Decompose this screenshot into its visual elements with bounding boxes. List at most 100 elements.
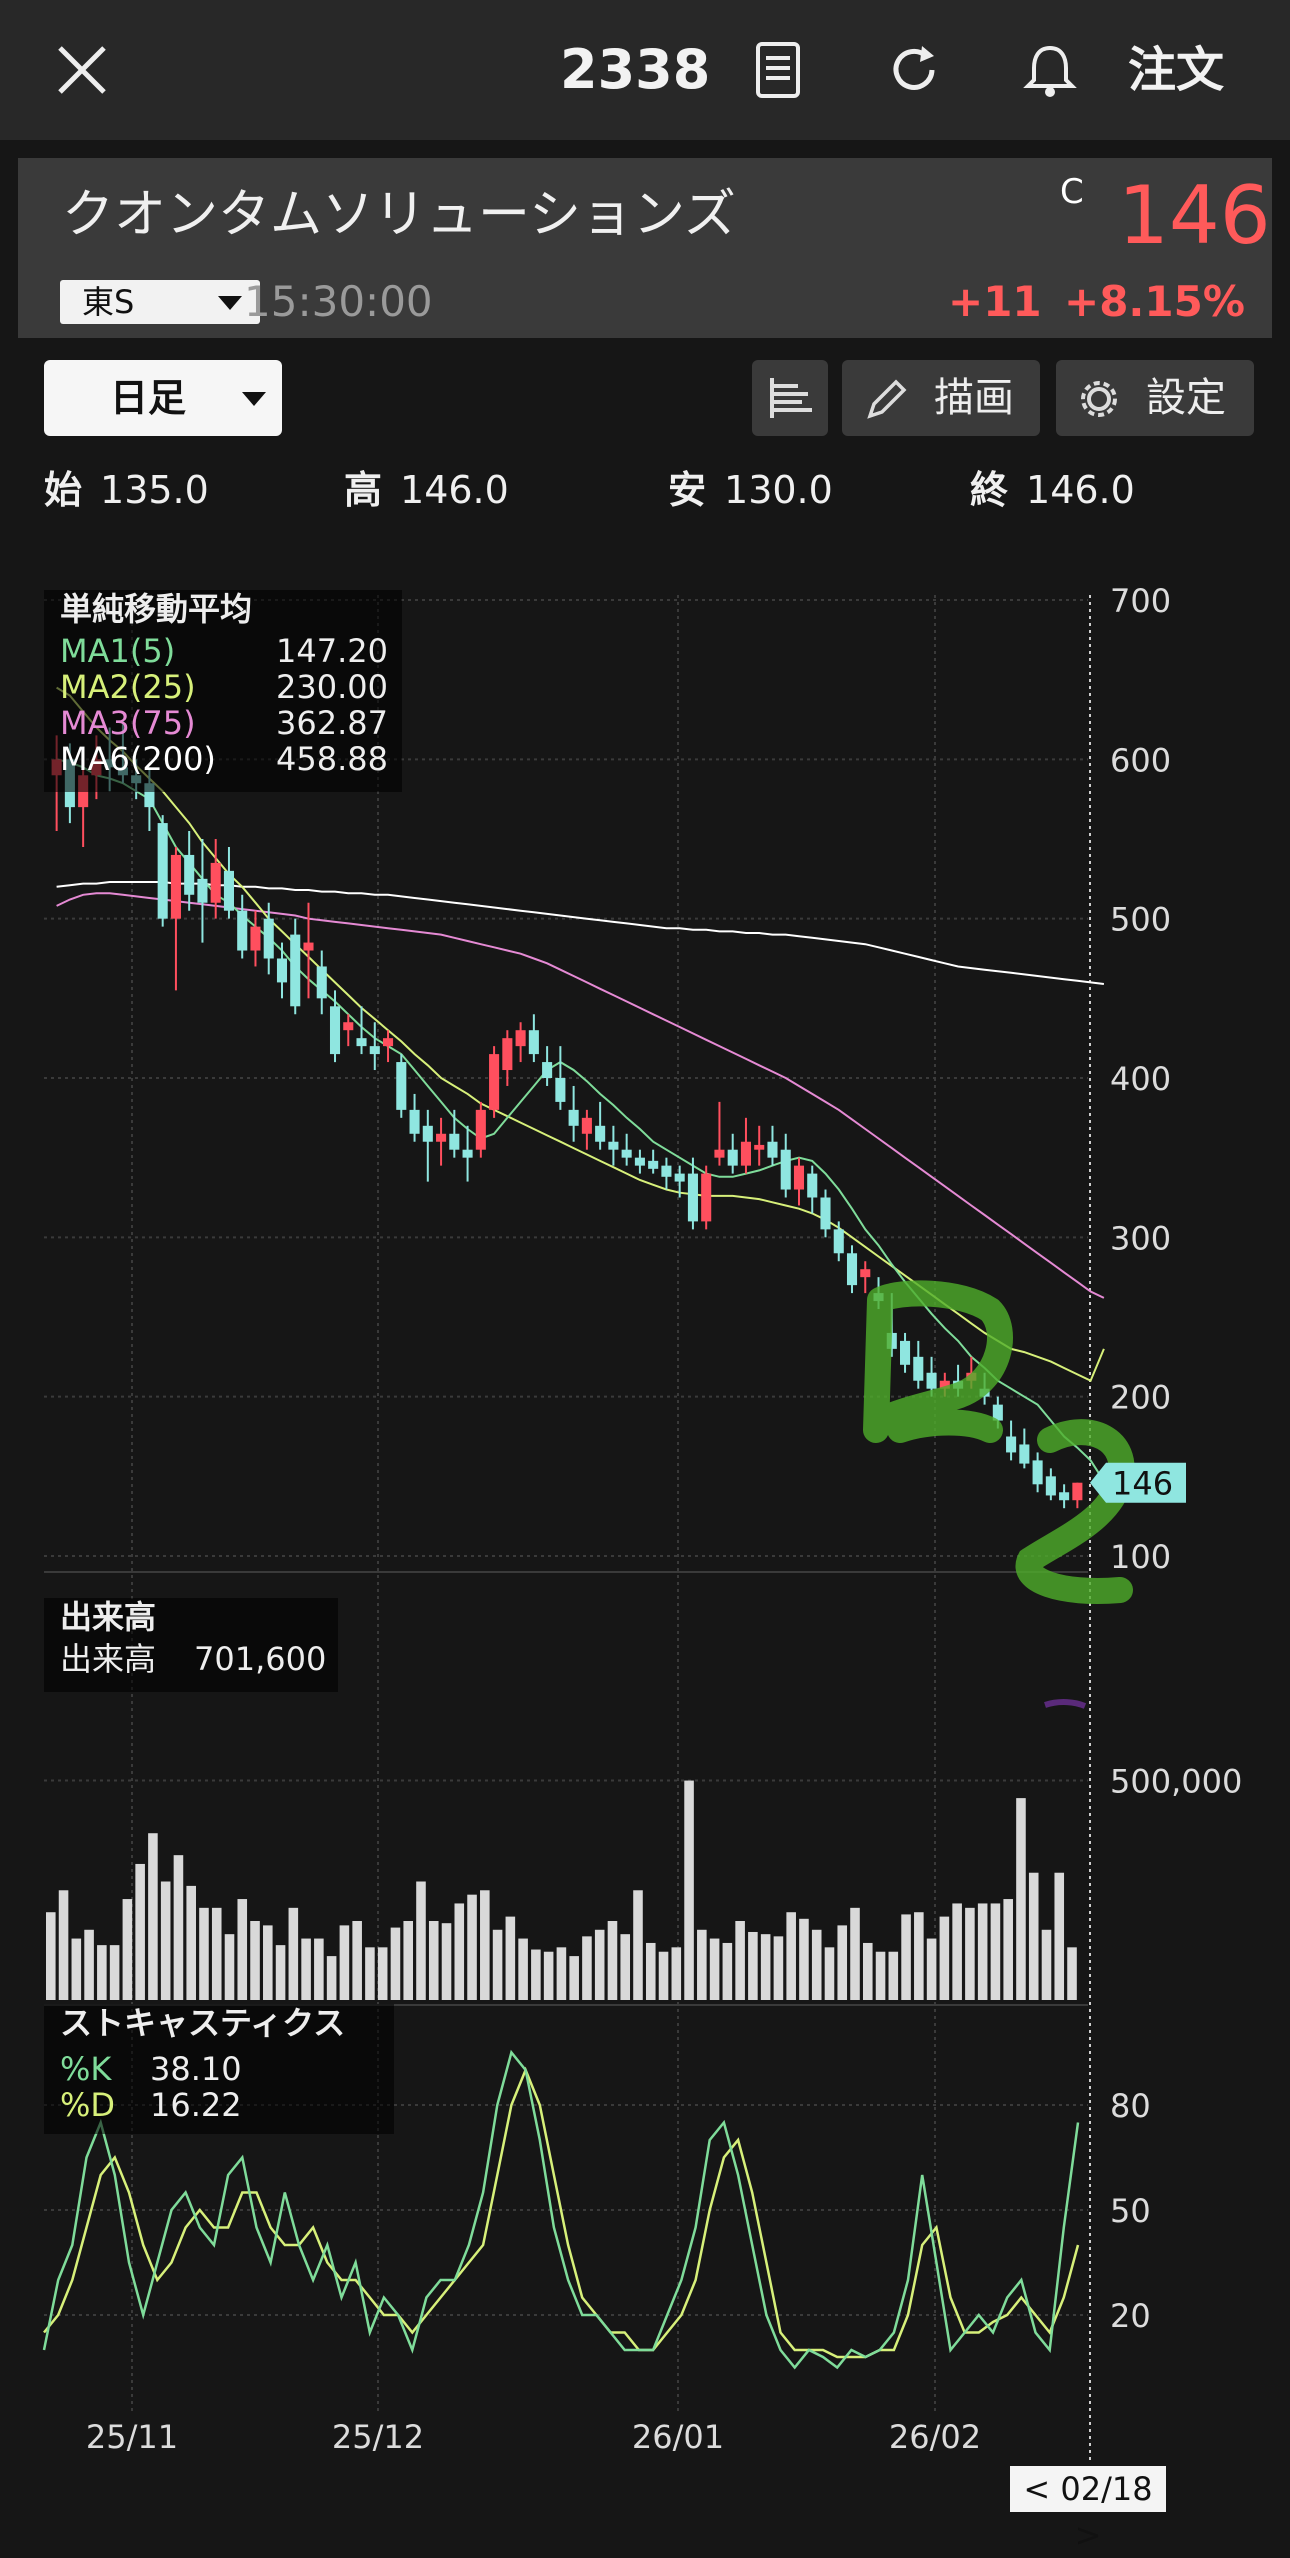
volume-bar	[773, 1936, 784, 2000]
volume-bar	[224, 1934, 235, 2000]
annotation-scribble	[863, 1280, 1013, 1443]
candle-body	[250, 926, 261, 951]
candle-body	[913, 1356, 924, 1381]
volume-bar	[186, 1885, 196, 2000]
volume-bar	[684, 1780, 694, 2000]
stochastic-axis-label: 50	[1110, 2192, 1151, 2230]
candle-body	[860, 1269, 871, 1278]
volume-bar	[1003, 1899, 1013, 2000]
candle-body	[581, 1117, 592, 1134]
volume-bar	[135, 1863, 145, 2000]
volume-bar	[914, 1912, 924, 2000]
volume-bar	[250, 1921, 260, 2000]
candle-body	[555, 1078, 566, 1102]
current-price: 146	[1118, 169, 1271, 262]
candle-body	[343, 1022, 354, 1031]
price-change-pct: +8.15%	[1064, 277, 1245, 326]
market-select[interactable]: 東S	[60, 280, 260, 324]
volume-bar	[620, 1934, 631, 2000]
volume-bar	[518, 1938, 528, 2000]
ohlc-row: 始 135.0 高 146.0 安 130.0 終 146.0	[0, 455, 1290, 525]
volume-bar	[173, 1855, 184, 2000]
volume-bar	[352, 1921, 362, 2000]
stochastic-legend-title: ストキャスティクス	[60, 2004, 346, 2042]
volume-bar	[888, 1951, 899, 2000]
stoch-k-value: 38.10	[150, 2050, 242, 2088]
volume-bar	[862, 1942, 873, 2000]
chart-grid	[44, 595, 1091, 2460]
ohlc-low: 安 130.0	[668, 468, 833, 512]
annotation-scribble	[1015, 1419, 1135, 1604]
volume-bar	[977, 1903, 988, 2000]
volume-bar	[148, 1833, 158, 2000]
volume-bar	[837, 1925, 848, 2000]
pencil-icon	[867, 379, 907, 419]
candle-body	[701, 1173, 712, 1222]
volume-bar	[314, 1938, 324, 2000]
cursor-date-label[interactable]: < 02/18 >	[1010, 2466, 1166, 2554]
refresh-icon[interactable]	[882, 38, 946, 102]
volume-bar	[990, 1903, 1001, 2000]
candle-body	[369, 1046, 380, 1055]
candle-body	[316, 966, 327, 999]
volume-bar	[633, 1890, 643, 2000]
chevron-down-icon	[242, 392, 266, 406]
candle-body	[1006, 1436, 1017, 1453]
volume-value: 701,600	[194, 1640, 327, 1678]
draw-button[interactable]: 描画	[842, 360, 1040, 436]
candle-body	[157, 823, 168, 919]
price-change: +11	[948, 277, 1042, 326]
volume-bar	[875, 1951, 886, 2000]
volume-bar	[275, 1945, 286, 2000]
candle-body	[462, 1149, 473, 1158]
candle-body	[290, 934, 301, 1007]
candle-body	[900, 1340, 911, 1365]
price-axis-label: 200	[1110, 1379, 1171, 1417]
volume-bar	[58, 1890, 69, 2000]
volume-bar	[760, 1934, 771, 2000]
candle-body	[1045, 1476, 1056, 1496]
volume-bar	[607, 1921, 618, 2000]
volume-bar	[671, 1947, 682, 2000]
volume-bar	[480, 1890, 490, 2000]
volume-bar	[46, 1912, 56, 2000]
volume-bar	[569, 1956, 579, 2000]
candle-body	[223, 870, 234, 911]
candle-body	[621, 1149, 632, 1158]
candle-body	[1019, 1444, 1030, 1464]
candle-body	[210, 862, 221, 903]
candle-body	[846, 1253, 858, 1286]
settings-button[interactable]: 設定	[1056, 360, 1254, 436]
volume-bar	[416, 1881, 426, 2000]
volume-bar	[722, 1942, 733, 2000]
stoch-k-label: %K	[60, 2050, 112, 2088]
report-icon[interactable]	[746, 38, 810, 102]
order-button[interactable]: 注文	[1128, 42, 1225, 98]
candle-body	[475, 1109, 486, 1150]
volume-bar	[824, 1947, 835, 2000]
candle-body	[1072, 1482, 1083, 1501]
volume-bar	[697, 1929, 707, 2000]
bell-icon[interactable]	[1018, 38, 1082, 102]
draw-label: 描画	[934, 375, 1014, 421]
stochastic-axis-label: 20	[1110, 2297, 1151, 2335]
candle-body	[687, 1173, 698, 1222]
period-select[interactable]: 日足	[44, 360, 282, 436]
volume-bar	[850, 1907, 860, 2000]
volume-bar	[71, 1938, 82, 2000]
volume-bar	[799, 1918, 809, 2000]
volume-bar	[263, 1925, 273, 2000]
volume-bar	[748, 1931, 758, 2000]
indicator-list-button[interactable]	[752, 360, 828, 436]
close-icon[interactable]	[52, 40, 112, 100]
volume-bar	[939, 1916, 950, 2000]
chart-axes: 700 600 500 400 300 200 100 500,000 80 50 20 25/11 2…	[86, 582, 1242, 2456]
volume-bar	[211, 1907, 222, 2000]
volume-bar	[365, 1947, 375, 2000]
candle-body	[608, 1141, 619, 1150]
volume-bar	[645, 1942, 656, 2000]
candle-body	[634, 1157, 645, 1166]
ma3-value: 362.87	[276, 704, 388, 742]
ohlc-open: 始 135.0	[44, 468, 209, 512]
